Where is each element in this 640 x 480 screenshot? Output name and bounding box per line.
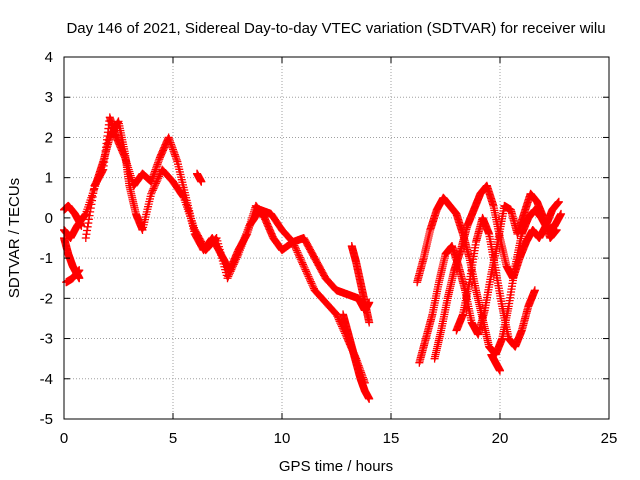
- data-points: [60, 113, 566, 403]
- data-point: [557, 209, 566, 218]
- y-axis-label: SDTVAR / TECUs: [6, 178, 23, 298]
- y-tick-label: -5: [40, 411, 53, 428]
- data-point: [292, 244, 301, 253]
- data-point: [308, 281, 317, 290]
- data-point: [496, 366, 504, 375]
- data-point: [299, 262, 308, 271]
- data-point: [299, 260, 308, 269]
- data-point: [365, 318, 374, 327]
- data-point: [296, 255, 305, 264]
- data-point: [302, 269, 311, 278]
- data-point: [293, 248, 302, 257]
- chart-title: Day 146 of 2021, Sidereal Day-to-day VTE…: [66, 20, 605, 37]
- y-tick-label: 1: [45, 170, 53, 187]
- data-point: [305, 274, 314, 283]
- y-tick-label: 2: [45, 129, 53, 146]
- data-point: [300, 263, 309, 272]
- data-point: [554, 197, 563, 206]
- data-point: [306, 275, 315, 284]
- y-tick-label: -4: [40, 371, 53, 388]
- data-point: [291, 243, 300, 252]
- data-point: [298, 258, 307, 267]
- data-point: [295, 251, 304, 260]
- data-point: [149, 184, 158, 193]
- data-point: [147, 189, 156, 198]
- data-point: [295, 253, 304, 262]
- data-point: [301, 265, 310, 274]
- data-point: [530, 286, 539, 295]
- data-point: [151, 181, 160, 190]
- data-point: [289, 239, 298, 248]
- series-s8: [339, 310, 374, 403]
- data-point: [307, 279, 316, 288]
- data-point: [304, 272, 313, 281]
- data-point: [223, 274, 232, 283]
- data-point: [309, 282, 318, 291]
- data-point: [150, 182, 159, 191]
- data-point: [77, 221, 86, 230]
- x-axis-label: GPS time / hours: [279, 458, 393, 475]
- data-point: [288, 238, 297, 247]
- y-tick-label: -1: [40, 250, 53, 267]
- series-s5: [62, 266, 84, 287]
- data-point: [197, 177, 206, 186]
- series-s12: [452, 213, 539, 351]
- series-s2: [81, 113, 369, 387]
- y-tick-label: 4: [45, 49, 53, 66]
- data-point: [365, 394, 374, 403]
- data-point: [294, 250, 303, 259]
- series-s13: [487, 350, 504, 375]
- data-point: [75, 266, 84, 275]
- series-s6: [192, 169, 206, 186]
- y-tick-label: -2: [40, 290, 53, 307]
- data-point: [290, 241, 299, 250]
- data-point: [302, 267, 311, 276]
- x-tick-label: 5: [169, 430, 177, 447]
- x-tick-label: 0: [60, 430, 68, 447]
- data-point: [303, 270, 312, 279]
- axis-ticks: 0 5 10 15 20 25 -5 -4 -3 -2 -1 0 1 2 3 4: [40, 49, 618, 447]
- x-tick-label: 15: [383, 430, 400, 447]
- data-point: [148, 186, 157, 195]
- y-tick-label: -3: [40, 331, 53, 348]
- data-point: [147, 188, 156, 197]
- x-tick-label: 10: [274, 430, 291, 447]
- data-point: [306, 277, 315, 286]
- data-point: [292, 246, 301, 255]
- series-s7: [347, 242, 374, 327]
- data-point: [297, 256, 306, 265]
- y-tick-label: 3: [45, 89, 53, 106]
- series-s11: [430, 181, 563, 363]
- x-tick-label: 25: [601, 430, 618, 447]
- x-tick-label: 20: [492, 430, 509, 447]
- data-point: [151, 179, 160, 188]
- y-tick-label: 0: [45, 210, 53, 227]
- data-point: [552, 225, 561, 234]
- data-point: [224, 272, 233, 281]
- plot-frame: [63, 56, 610, 420]
